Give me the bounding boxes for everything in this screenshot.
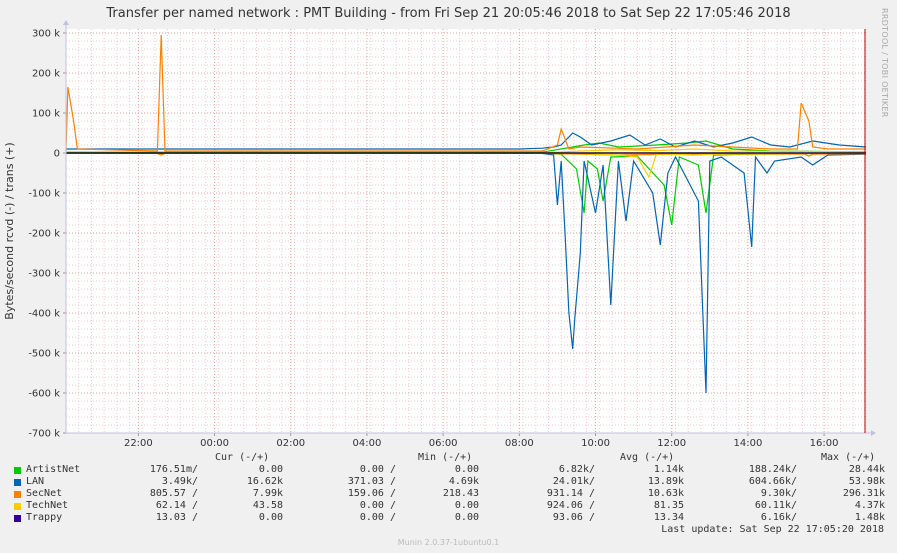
legend-header-avg: Avg (-/+) [620,452,675,463]
y-tick-label: -400 k [28,309,60,320]
legend-value-max-t: 296.31k [842,488,885,499]
legend-swatch [14,491,21,498]
legend-series-name: ArtistNet [26,464,81,475]
y-tick-label: -100 k [28,189,60,200]
legend-value-avg-r: 24.01k/ [552,476,595,487]
chart-title: Transfer per named network : PMT Buildin… [106,6,791,21]
y-tick-label: 100 k [32,109,60,120]
y-tick-label: 0 [54,149,60,160]
legend-value-cur-t: 0.00 [258,464,283,475]
x-tick-label: 08:00 [505,438,534,449]
x-tick-label: 14:00 [733,438,762,449]
legend-value-min-r: 0.00 / [359,464,396,475]
series-artistnet-rcvd [66,152,867,226]
x-tick-label: 10:00 [581,438,610,449]
legend-series-name: Trappy [26,512,63,523]
legend-value-max-r: 6.16k/ [760,512,797,523]
y-tick-label: -700 k [28,429,60,440]
x-tick-label: 00:00 [200,438,229,449]
legend-row-trappy: Trappy 13.03 / 0.00 0.00 / 0.00 93.06 / 13.34 6… [14,512,885,524]
legend-row-technet: TechNet 62.14 / 43.58 0.00 / 0.00 924.06 / 81.… [14,500,885,512]
legend-value-cur-t: 43.58 [252,500,283,511]
y-axis-label: Bytes/second rcvd (-) / trans (+) [3,142,16,319]
y-tick-label: -500 k [28,349,60,360]
legend-value-avg-r: 93.06 / [552,512,595,523]
x-axis-arrow [871,430,876,436]
y-axis-arrow [63,20,69,25]
legend-row-artistnet: ArtistNet 176.51m/0.00 0.00 / 0.00 6.82k/1.1… [14,464,885,476]
x-tick-label: 12:00 [657,438,686,449]
legend-value-cur-r: 13.03 / [155,512,198,523]
legend-value-avg-t: 10.63k [647,488,684,499]
legend-swatch [14,515,21,522]
legend-header-max: Max (-/+) [821,452,876,463]
legend-value-max-r: 9.30k/ [760,488,797,499]
legend-value-min-t: 218.43 [442,488,479,499]
legend-value-max-r: 188.24k/ [748,464,797,475]
x-tick-label: 22:00 [124,438,153,449]
legend-value-cur-t: 7.99k [252,488,283,499]
rrdtool-watermark: RRDTOOL / TOBI OETIKER [880,8,889,118]
legend-value-min-r: 0.00 / [359,500,396,511]
series-secnet-trans [65,34,866,152]
legend-value-cur-r: 62.14 / [155,500,198,511]
legend-value-cur-r: 176.51m/ [149,464,198,475]
legend-value-min-t: 0.00 [454,464,479,475]
legend-series-name: LAN [26,476,45,487]
legend-value-cur-r: 805.57 / [149,488,198,499]
munin-version: Munin 2.0.37-1ubuntu0.1 [397,538,500,547]
legend-value-avg-t: 81.35 [653,500,684,511]
last-update: Last update: Sat Sep 22 17:05:20 2018 [661,524,884,535]
legend-value-cur-t: 16.62k [246,476,283,487]
x-tick-label: 06:00 [429,438,458,449]
legend-value-avg-r: 924.06 / [546,500,595,511]
legend-value-max-t: 53.98k [848,476,885,487]
legend-value-min-t: 0.00 [454,500,479,511]
legend-value-avg-r: 931.14 / [546,488,595,499]
y-tick-label: -200 k [28,229,60,240]
legend-value-min-r: 0.00 / [359,512,396,523]
legend-series-name: SecNet [26,488,63,499]
legend-header-cur: Cur (-/+) [215,452,270,463]
legend-row-secnet: SecNet 805.57 / 7.99k 159.06 / 218.43 931.14 … [14,488,885,500]
legend-value-max-r: 604.66k/ [748,476,797,487]
series-artistnet-trans [66,140,867,153]
legend-value-max-t: 1.48k [854,512,885,523]
legend-value-max-r: 60.11k/ [754,500,797,511]
legend-value-cur-r: 3.49k/ [161,476,198,487]
legend-header-min: Min (-/+) [418,452,473,463]
y-tick-label: -300 k [28,269,60,280]
legend-value-avg-t: 13.34 [653,512,684,523]
legend-value-cur-t: 0.00 [258,512,283,523]
legend-value-min-r: 159.06 / [347,488,396,499]
legend-swatch [14,503,21,510]
legend-series-name: TechNet [26,500,69,511]
legend-value-avg-t: 13.89k [647,476,684,487]
legend-row-lan: LAN 3.49k/16.62k 371.03 / 4.69k 24.01k/13.89… [14,476,885,488]
series-lan-trans [66,132,867,150]
legend-value-min-r: 371.03 / [347,476,396,487]
legend-value-min-t: 4.69k [448,476,479,487]
legend-value-min-t: 0.00 [454,512,479,523]
x-tick-label: 16:00 [810,438,839,449]
series-lan-rcvd [66,152,867,394]
y-tick-label: 300 k [32,29,60,40]
legend-value-max-t: 4.37k [854,500,885,511]
plot-area [66,29,866,433]
legend-value-max-t: 28.44k [848,464,885,475]
legend-value-avg-t: 1.14k [653,464,684,475]
legend-swatch [14,467,21,474]
x-tick-label: 04:00 [353,438,382,449]
y-tick-label: -600 k [28,389,60,400]
x-tick-label: 02:00 [276,438,305,449]
legend-value-avg-r: 6.82k/ [558,464,595,475]
legend-swatch [14,479,21,486]
y-tick-label: 200 k [32,69,60,80]
